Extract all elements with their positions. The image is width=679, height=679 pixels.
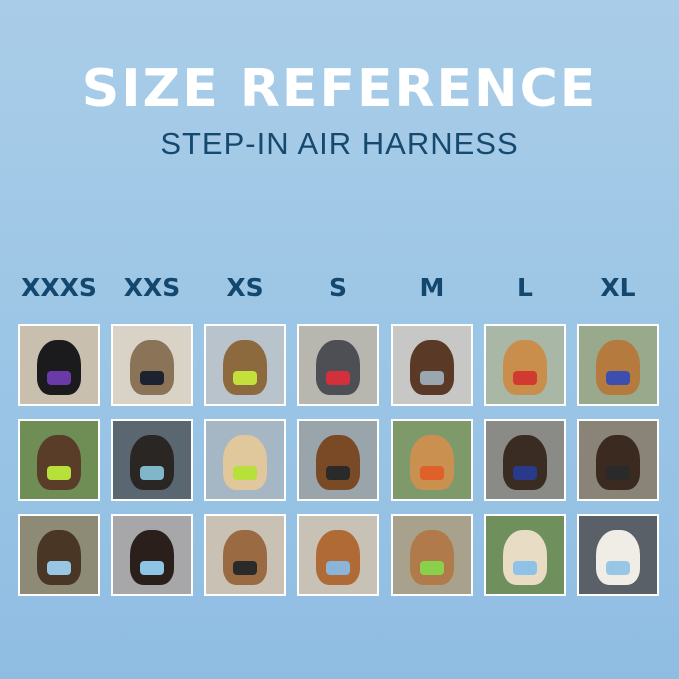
page-title: SIZE REFERENCE xyxy=(81,59,598,119)
size-label-xs: XS xyxy=(226,273,264,302)
pet-photo-s-3 xyxy=(297,514,379,596)
harness-figure xyxy=(326,371,350,386)
pet-photo-m-2 xyxy=(391,419,473,501)
harness-figure xyxy=(140,371,164,386)
harness-figure xyxy=(233,561,257,576)
harness-figure xyxy=(420,561,444,576)
pet-figure xyxy=(503,435,547,490)
harness-figure xyxy=(420,466,444,481)
pet-photo-xxs-1 xyxy=(111,324,193,406)
pet-figure xyxy=(223,435,267,490)
harness-figure xyxy=(513,371,537,386)
pet-figure xyxy=(503,530,547,585)
pet-photo-l-1 xyxy=(484,324,566,406)
pet-photo-xxxs-1 xyxy=(18,324,100,406)
harness-figure xyxy=(47,466,71,481)
pet-photo-l-2 xyxy=(484,419,566,501)
harness-figure xyxy=(47,371,71,386)
size-label-xxs: XXS xyxy=(123,273,181,302)
pet-figure xyxy=(410,340,454,395)
size-label-m: M xyxy=(419,273,445,302)
pet-figure xyxy=(316,340,360,395)
harness-figure xyxy=(513,466,537,481)
pet-figure xyxy=(223,530,267,585)
harness-figure xyxy=(47,561,71,576)
pet-photo-xs-3 xyxy=(204,514,286,596)
pet-figure xyxy=(410,435,454,490)
pet-photo-xl-3 xyxy=(577,514,659,596)
pet-figure xyxy=(37,530,81,585)
pet-photo-xxxs-3 xyxy=(18,514,100,596)
harness-figure xyxy=(140,466,164,481)
pet-figure xyxy=(37,435,81,490)
pet-photo-xl-2 xyxy=(577,419,659,501)
harness-figure xyxy=(420,371,444,386)
size-label-s: S xyxy=(328,273,347,302)
pet-photo-xs-2 xyxy=(204,419,286,501)
size-label-l: L xyxy=(517,273,533,302)
harness-figure xyxy=(606,561,630,576)
pet-figure xyxy=(223,340,267,395)
pet-figure xyxy=(130,340,174,395)
pet-figure xyxy=(316,530,360,585)
harness-figure xyxy=(140,561,164,576)
pet-photo-m-1 xyxy=(391,324,473,406)
pet-photo-l-3 xyxy=(484,514,566,596)
pet-photo-m-3 xyxy=(391,514,473,596)
harness-figure xyxy=(513,561,537,576)
pet-photo-s-1 xyxy=(297,324,379,406)
pet-figure xyxy=(503,340,547,395)
pet-photo-xxs-2 xyxy=(111,419,193,501)
harness-figure xyxy=(606,466,630,481)
harness-figure xyxy=(233,371,257,386)
harness-figure xyxy=(606,371,630,386)
pet-figure xyxy=(410,530,454,585)
pet-figure xyxy=(130,435,174,490)
pet-figure xyxy=(596,340,640,395)
pet-figure xyxy=(596,435,640,490)
pet-figure xyxy=(37,340,81,395)
pet-photo-xs-1 xyxy=(204,324,286,406)
pet-photo-xxxs-2 xyxy=(18,419,100,501)
pet-photo-s-2 xyxy=(297,419,379,501)
pet-figure xyxy=(316,435,360,490)
pet-photo-xl-1 xyxy=(577,324,659,406)
harness-figure xyxy=(233,466,257,481)
pet-photo-xxs-3 xyxy=(111,514,193,596)
pet-figure xyxy=(596,530,640,585)
page-subtitle: STEP-IN AIR HARNESS xyxy=(160,126,519,161)
pet-figure xyxy=(130,530,174,585)
harness-figure xyxy=(326,561,350,576)
harness-figure xyxy=(326,466,350,481)
size-label-xl: XL xyxy=(600,273,636,302)
size-label-xxxs: XXXS xyxy=(21,273,97,302)
